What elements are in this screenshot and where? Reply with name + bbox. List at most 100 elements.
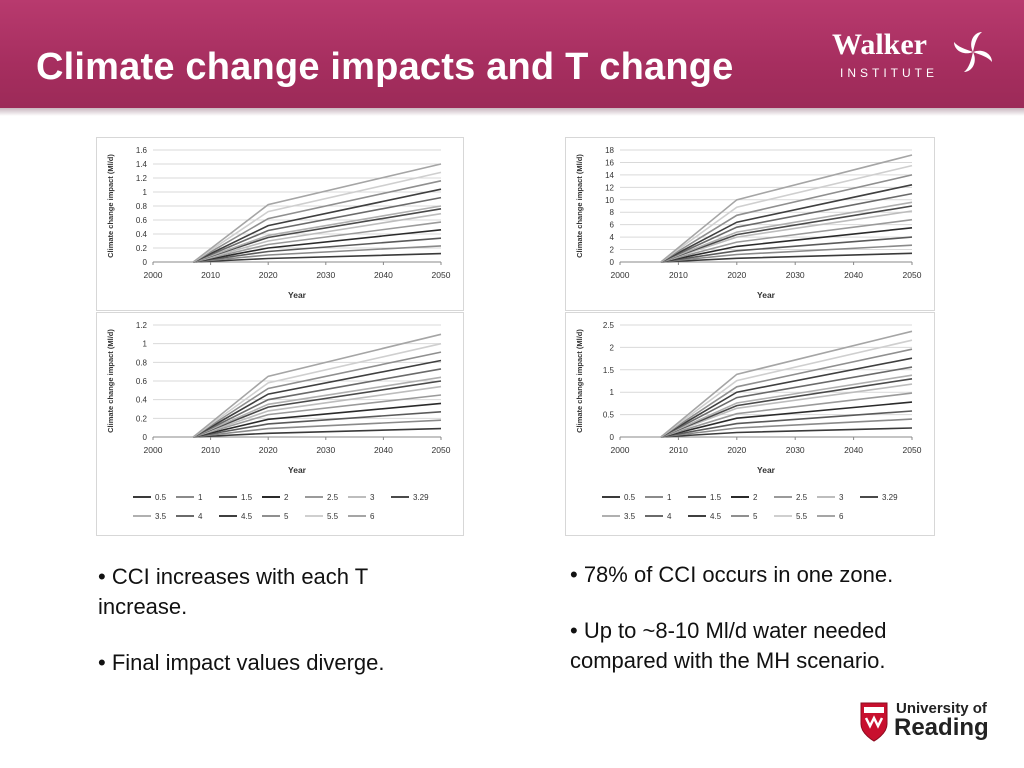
legend-label: 1 — [667, 493, 672, 502]
y-axis-label: Climate change impact (Ml/d) — [575, 329, 584, 433]
series-line — [193, 385, 442, 438]
series-line — [660, 366, 913, 438]
banner-shadow — [0, 108, 1024, 116]
legend-label: 0.5 — [624, 493, 636, 502]
legend-label: 3.29 — [413, 493, 429, 502]
series-line — [660, 410, 913, 438]
crest-icon — [860, 702, 888, 742]
legend-label: 1 — [198, 493, 203, 502]
chart-bottom-right-svg: 0 0.5 1 1.5 2 2.5 2000 2010 2020 2030 2040 2050 Year… — [575, 321, 922, 521]
series-line — [193, 205, 442, 263]
right-bullets: • 78% of CCI occurs in one zone. • Up to… — [570, 560, 970, 702]
x-tick-label: 2020 — [727, 270, 746, 280]
series-line — [193, 427, 442, 438]
legend-label: 3.5 — [624, 512, 636, 521]
y-tick-label: 1.4 — [136, 160, 148, 169]
university-of-reading-logo: University of Reading — [860, 700, 990, 746]
legend-label: 3.29 — [882, 493, 898, 502]
x-tick-label: 2040 — [844, 270, 863, 280]
chart-top-right-svg: 0 2 4 6 8 10 12 14 16 18 2000 2010 2020 2030 2040 2050 Y… — [575, 146, 922, 300]
y-axis-label: Climate change impact (Ml/d) — [575, 154, 584, 258]
series-line — [193, 402, 442, 438]
x-tick-label: 2020 — [259, 270, 278, 280]
legend-label: 3 — [370, 493, 375, 502]
legend-label: 6 — [370, 512, 375, 521]
x-tick-label: 2040 — [374, 270, 393, 280]
y-tick-label: 2 — [610, 246, 615, 255]
legend-label: 4 — [198, 512, 203, 521]
left-bullets: • CCI increases with each T increase. • … — [98, 562, 458, 704]
legend-label: 5.5 — [327, 512, 339, 521]
x-tick-label: 2020 — [259, 445, 278, 455]
logo-walker-text: Walker — [832, 28, 927, 61]
y-tick-label: 10 — [605, 196, 614, 205]
y-tick-label: 0 — [143, 258, 148, 267]
series-line — [660, 374, 913, 438]
y-axis-label: Climate change impact (Ml/d) — [106, 329, 115, 433]
legend-label: 2.5 — [796, 493, 808, 502]
series-line — [660, 427, 913, 438]
y-tick-label: 16 — [605, 158, 614, 167]
legend-label: 2 — [284, 493, 289, 502]
legend-label: 4 — [667, 512, 672, 521]
series-line — [193, 411, 442, 438]
series-line — [192, 180, 442, 263]
series-line — [660, 252, 913, 263]
y-tick-label: 14 — [605, 171, 614, 180]
y-tick-label: 8 — [610, 208, 615, 217]
left-bullet-1: • CCI increases with each T increase. — [98, 564, 368, 619]
legend-label: 1.5 — [241, 493, 253, 502]
series-line — [192, 196, 442, 263]
x-tick-label: 2040 — [844, 445, 863, 455]
y-tick-label: 0.6 — [136, 216, 148, 225]
x-tick-label: 2020 — [727, 445, 746, 455]
legend-label: 5 — [753, 512, 758, 521]
series-line — [193, 237, 442, 263]
chart-bottom-right: 0 0.5 1 1.5 2 2.5 2000 2010 2020 2030 2040 2050 Year… — [565, 312, 935, 536]
x-tick-label: 2030 — [786, 445, 805, 455]
series-line — [660, 392, 913, 438]
y-tick-label: 6 — [610, 221, 615, 230]
x-tick-label: 2030 — [316, 445, 335, 455]
y-tick-label: 0.4 — [136, 396, 148, 405]
y-tick-label: 1 — [143, 188, 148, 197]
x-tick-label: 2010 — [201, 270, 220, 280]
y-tick-label: 0.2 — [136, 414, 148, 423]
series-line — [660, 192, 913, 263]
x-tick-label: 2040 — [374, 445, 393, 455]
x-tick-label: 2030 — [316, 270, 335, 280]
series-line — [193, 229, 442, 263]
x-tick-label: 2050 — [903, 270, 922, 280]
series-line — [660, 383, 913, 438]
series-line — [660, 184, 913, 263]
chart-top-left: 0 0.2 0.4 0.6 0.8 1 1.2 1.4 1.6 2000 2010 2020 2030 2… — [96, 137, 464, 311]
series-line — [192, 376, 442, 438]
x-tick-label: 2010 — [669, 445, 688, 455]
series-line — [193, 221, 442, 263]
x-axis-label: Year — [757, 290, 776, 300]
series-line — [660, 154, 913, 263]
series-line — [192, 342, 442, 438]
y-tick-label: 0.8 — [136, 202, 148, 211]
legend-label: 5.5 — [796, 512, 808, 521]
series-line — [193, 212, 442, 263]
series-line — [193, 394, 442, 438]
x-tick-label: 2050 — [903, 445, 922, 455]
legend-label: 4.5 — [241, 512, 253, 521]
series-line — [660, 348, 913, 438]
series-line — [660, 330, 913, 438]
series-line — [192, 333, 442, 438]
y-tick-label: 0.2 — [136, 244, 148, 253]
series-line — [660, 357, 913, 438]
series-line — [660, 201, 913, 263]
y-tick-label: 2.5 — [603, 321, 615, 330]
x-tick-label: 2010 — [669, 270, 688, 280]
x-tick-label: 2050 — [432, 445, 451, 455]
x-axis-label: Year — [757, 465, 776, 475]
y-tick-label: 1.6 — [136, 146, 148, 155]
series-line — [193, 419, 442, 438]
y-tick-label: 0.6 — [136, 377, 148, 386]
legend-label: 0.5 — [155, 493, 167, 502]
series-line — [660, 218, 913, 263]
chart-top-left-svg: 0 0.2 0.4 0.6 0.8 1 1.2 1.4 1.6 2000 2010 2020 2030 2… — [106, 146, 451, 300]
